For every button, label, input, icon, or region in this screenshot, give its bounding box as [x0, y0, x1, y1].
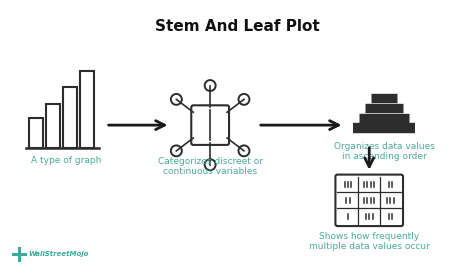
- Bar: [80, 71, 94, 148]
- Circle shape: [205, 80, 216, 91]
- Bar: [63, 87, 77, 148]
- Circle shape: [238, 94, 249, 105]
- Circle shape: [205, 159, 216, 170]
- FancyBboxPatch shape: [336, 175, 403, 226]
- Bar: [46, 104, 60, 148]
- Circle shape: [171, 94, 182, 105]
- Text: Organizes data values
in ascending order: Organizes data values in ascending order: [334, 142, 435, 161]
- Circle shape: [238, 146, 249, 156]
- Text: WallStreetMojo: WallStreetMojo: [28, 251, 89, 257]
- Circle shape: [171, 146, 182, 156]
- Text: Categorizes discreet or
continuous variables: Categorizes discreet or continuous varia…: [158, 157, 263, 176]
- Text: Stem And Leaf Plot: Stem And Leaf Plot: [155, 19, 319, 34]
- FancyBboxPatch shape: [191, 105, 229, 145]
- Bar: [29, 118, 43, 148]
- Text: A type of graph: A type of graph: [31, 156, 101, 165]
- Text: Shows how frequently
multiple data values occur: Shows how frequently multiple data value…: [309, 232, 429, 251]
